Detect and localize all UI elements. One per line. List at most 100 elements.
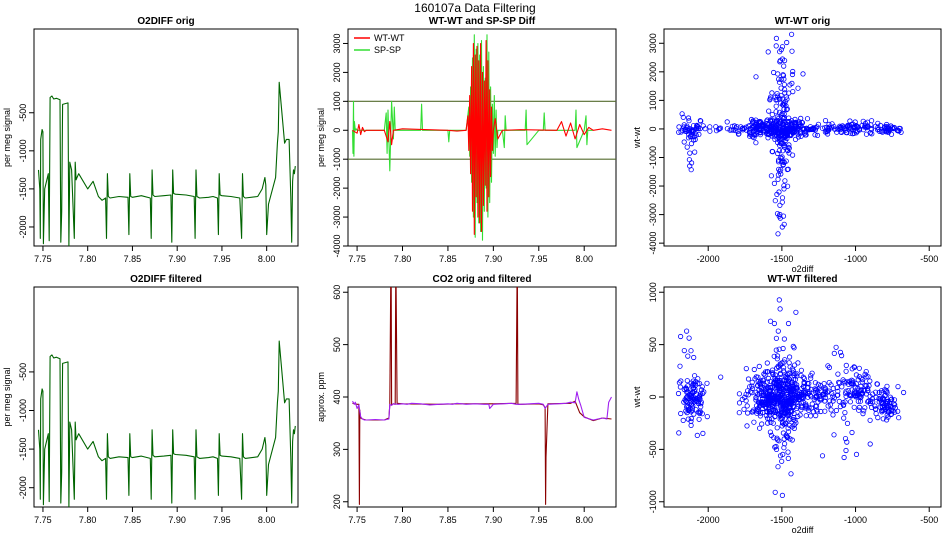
scatter-point: [760, 377, 766, 383]
scatter-point: [855, 398, 861, 404]
scatter-point: [873, 394, 879, 400]
scatter-point: [704, 380, 710, 386]
scatter-point: [736, 400, 743, 406]
scatter-point: [786, 142, 792, 148]
scatter-point: [759, 395, 766, 401]
scatter-point: [842, 399, 848, 405]
scatter-point: [786, 360, 792, 366]
scatter-point: [831, 432, 837, 438]
scatter-point: [824, 128, 830, 134]
scatter-point: [798, 403, 804, 409]
scatter-point: [695, 376, 701, 382]
scatter-point: [676, 129, 682, 135]
scatter-point: [777, 215, 783, 221]
scatter-point: [679, 111, 685, 117]
x-tick-label: 7.85: [124, 254, 142, 264]
panel-o2diff_orig: O2DIFF orig 7.75 7.80 7.85 7.90 7.95 8.00 -2000…: [2, 16, 299, 264]
scatter-point: [790, 377, 797, 383]
scatter-point: [808, 373, 814, 379]
scatter-point: [771, 180, 778, 186]
scatter-point: [794, 126, 801, 132]
scatter-point: [781, 63, 787, 69]
scatter-point: [753, 389, 759, 395]
scatter-point: [802, 130, 808, 136]
scatter-point: [867, 378, 873, 384]
scatter-point: [736, 391, 743, 397]
scatter-point: [749, 379, 755, 385]
scatter-point: [785, 320, 792, 327]
scatter-point: [694, 396, 700, 402]
scatter-point: [781, 336, 788, 342]
scatter-point: [769, 388, 775, 394]
scatter-point: [781, 421, 787, 427]
scatter-point: [685, 353, 691, 359]
scatter-point: [681, 386, 687, 393]
scatter-point: [858, 387, 865, 393]
scatter-point: [780, 368, 787, 374]
y-tick-label: -500: [18, 104, 28, 122]
scatter-point: [753, 394, 759, 401]
panel-diff: WT-WT and SP-SP Diff 7.75 7.80 7.85 7.90 7.95…: [316, 16, 617, 264]
scatter-point: [803, 403, 809, 409]
scatter-point: [781, 82, 788, 88]
scatter-point: [779, 127, 785, 134]
scatter-point: [863, 382, 869, 388]
figure-title: 160107a Data Filtering: [414, 1, 535, 15]
scatter-point: [767, 96, 773, 102]
scatter-point: [788, 471, 794, 477]
scatter-point: [878, 390, 885, 396]
scatter-point: [707, 124, 713, 130]
scatter-point: [775, 76, 782, 82]
scatter-point: [847, 399, 854, 405]
scatter-point: [790, 128, 796, 134]
scatter-point: [771, 380, 777, 386]
scatter-point: [736, 410, 742, 416]
scatter-point: [782, 400, 788, 406]
scatter-point: [838, 129, 845, 135]
x-axis-label: o2diff: [792, 264, 814, 274]
x-tick-label: 7.90: [485, 254, 503, 264]
scatter-point: [691, 127, 697, 134]
scatter-point: [806, 127, 812, 133]
scatter-point: [821, 380, 827, 387]
scatter-point: [798, 133, 804, 139]
scatter-point: [755, 383, 761, 389]
scatter-point: [779, 114, 785, 120]
scatter-point: [854, 392, 861, 399]
panel-title: O2DIFF orig: [137, 16, 194, 27]
x-tick-label: 8.00: [575, 515, 593, 525]
y-tick-label: 2000: [648, 62, 658, 82]
scatter-point: [677, 384, 684, 390]
scatter-point: [848, 380, 854, 386]
scatter-point: [809, 370, 815, 376]
scatter-point: [776, 109, 783, 115]
scatter-point: [724, 119, 730, 125]
y-tick-label: -500: [18, 363, 28, 381]
scatter-point: [764, 398, 770, 405]
scatter-point: [769, 122, 775, 128]
scatter-point: [773, 347, 779, 353]
scatter-point: [775, 464, 781, 470]
scatter-point: [869, 131, 875, 137]
scatter-point: [796, 396, 803, 403]
plot-area: [675, 297, 907, 498]
scatter-point: [780, 365, 787, 371]
scatter-point: [789, 122, 795, 129]
scatter-point: [785, 118, 791, 125]
scatter-point: [803, 413, 809, 419]
x-tick-label: 7.85: [439, 515, 457, 525]
x-tick-label: -2000: [697, 254, 720, 264]
scatter-point: [839, 384, 845, 390]
x-tick-label: 7.95: [213, 254, 231, 264]
legend-label: SP-SP: [374, 45, 401, 55]
scatter-point: [757, 413, 764, 419]
scatter-point: [864, 388, 871, 394]
scatter-point: [687, 150, 693, 156]
scatter-point: [699, 411, 705, 417]
scatter-point: [689, 394, 695, 400]
scatter-point: [770, 420, 776, 426]
scatter-point: [756, 425, 763, 431]
scatter-point: [794, 371, 800, 377]
scatter-point: [777, 136, 783, 142]
scatter-point: [682, 397, 688, 403]
